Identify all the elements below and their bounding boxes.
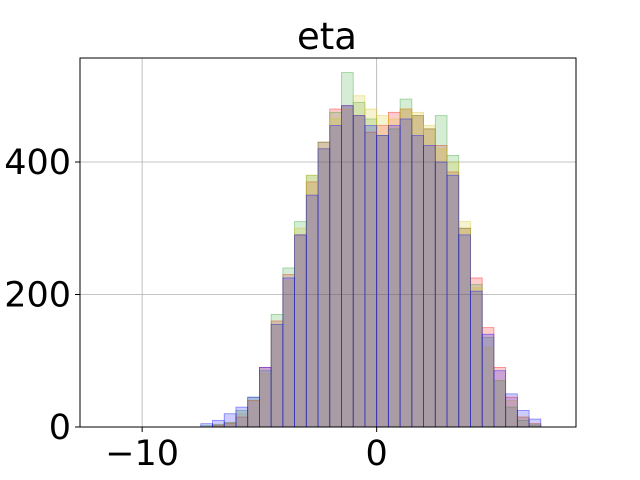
x-tick-label: 0 [366,434,388,474]
histogram-bar [329,125,342,428]
y-tick-label: 400 [4,143,71,183]
histogram-bar [493,370,507,428]
histogram-bar [305,194,319,428]
histogram-bar [282,277,295,428]
histogram-bar [481,333,495,428]
histogram-bar [434,161,448,428]
y-tick-label: 0 [49,408,71,448]
histogram-bar [399,118,413,428]
y-tick-label: 200 [4,276,71,316]
histogram-bar [352,115,366,428]
histogram-bar [528,418,542,428]
histogram-bar [317,148,331,428]
histogram-bar [516,410,530,428]
histogram-bar [505,393,518,428]
histogram-bar [223,413,237,428]
histogram-bar [387,125,401,428]
histogram-bar [259,366,272,428]
histogram-bar [470,290,483,428]
histogram-bar [235,406,249,428]
histogram-bars [200,72,542,428]
axis-ticks: −10 0 0 200 400 [4,143,388,474]
histogram-bar [364,125,378,428]
histogram-bar [270,323,284,428]
plot-frame [79,57,577,428]
histogram-bar [376,135,389,428]
histogram-bar [423,145,436,428]
histogram-bar [411,135,424,428]
chart-title: eta [297,15,357,58]
histogram-bar [341,105,354,428]
histogram-bar [458,234,471,428]
histogram-bar [212,419,225,428]
histogram-bar [294,234,307,428]
histogram-bar [247,396,260,428]
x-tick-label: −10 [105,434,179,474]
histogram-bar [446,174,460,428]
